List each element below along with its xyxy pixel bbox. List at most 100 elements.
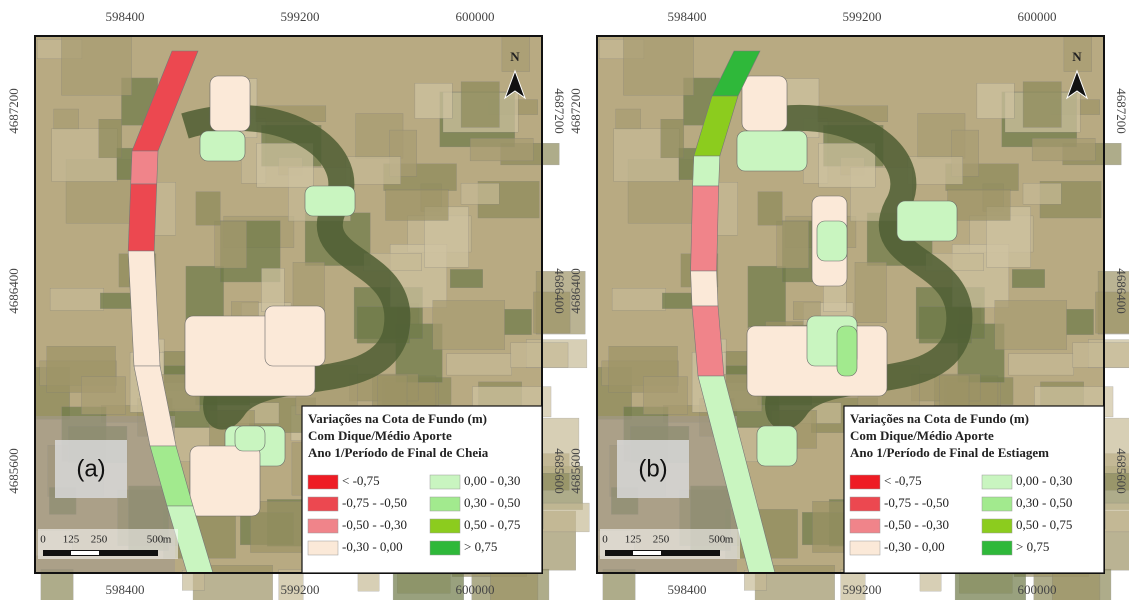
legend-label: 0,50 - 0,75: [1016, 517, 1072, 532]
field: [511, 343, 568, 368]
x-tick-label: 599200: [281, 9, 320, 24]
legend-swatch: [850, 475, 880, 489]
field: [50, 288, 104, 310]
legend-label: < -0,75: [884, 473, 922, 488]
legend-label: -0,30 - 0,00: [342, 539, 403, 554]
field: [612, 288, 666, 310]
zone: [742, 76, 787, 131]
field: [1066, 309, 1093, 335]
strip-segment: [131, 151, 158, 184]
legend-swatch: [430, 519, 460, 533]
field: [748, 266, 786, 328]
scale-label: 250: [653, 534, 670, 546]
legend-swatch: [430, 541, 460, 555]
strip-segment: [128, 251, 160, 366]
map-panel: 5984005984005992005992006000006000004687…: [568, 9, 1129, 600]
field: [855, 262, 887, 322]
legend-title: Ano 1/Período de Final de Cheia: [308, 445, 489, 460]
scale-label: 250: [91, 534, 108, 546]
field: [257, 143, 313, 187]
field: [461, 183, 499, 204]
scale-label: 125: [63, 534, 80, 546]
field: [54, 109, 79, 129]
legend-swatch: [430, 475, 460, 489]
legend-label: > 0,75: [1016, 539, 1049, 554]
scale-label: 0: [602, 534, 608, 546]
scale-label: 500: [709, 534, 726, 546]
x-tick-label: 599200: [843, 9, 882, 24]
field: [433, 300, 505, 349]
y-tick-label: 4685600: [6, 448, 21, 494]
x-tick-label: 600000: [456, 9, 495, 24]
field: [1009, 354, 1074, 375]
zone: [305, 186, 355, 216]
scale-bar-mid: [633, 551, 661, 555]
legend-swatch: [982, 541, 1012, 555]
panel-label: (a): [76, 455, 105, 482]
zone: [817, 221, 847, 261]
field: [261, 268, 284, 311]
field: [470, 138, 533, 161]
field: [623, 37, 693, 95]
legend-swatch: [308, 519, 338, 533]
strip-segment: [692, 306, 724, 376]
field: [603, 569, 635, 600]
legend-label: < -0,75: [342, 473, 380, 488]
legend-label: -0,75 - -0,50: [342, 495, 407, 510]
x-tick-label: 600000: [1018, 582, 1057, 597]
legend-label: > 0,75: [464, 539, 497, 554]
strip-segment: [691, 186, 719, 271]
field: [415, 83, 452, 118]
y-tick-label: 4686400: [1114, 268, 1129, 314]
legend-label: -0,30 - 0,00: [884, 539, 945, 554]
zone: [265, 306, 325, 366]
field: [643, 377, 687, 415]
field: [1023, 82, 1061, 128]
legend-title: Ano 1/Período de Final de Estiagem: [850, 445, 1049, 460]
legend-swatch: [850, 541, 880, 555]
field: [215, 221, 247, 268]
legend-label: 0,00 - 0,30: [1016, 473, 1072, 488]
strip-segment: [691, 271, 718, 306]
field: [61, 37, 131, 95]
legend-title: Com Dique/Médio Aporte: [850, 428, 994, 443]
x-tick-label: 600000: [1018, 9, 1057, 24]
legend-label: 0,30 - 0,50: [464, 495, 520, 510]
scale-bar: [605, 550, 720, 556]
legend-title: Com Dique/Médio Aporte: [308, 428, 452, 443]
field: [41, 569, 73, 600]
field: [819, 143, 875, 187]
legend-title: Variações na Cota de Fundo (m): [308, 411, 487, 426]
strip-segment: [128, 184, 157, 251]
scale-bar-mid: [71, 551, 99, 555]
scale-label: 500: [147, 534, 164, 546]
x-tick-label: 599200: [843, 582, 882, 597]
legend-swatch: [982, 497, 1012, 511]
x-tick-label: 600000: [456, 582, 495, 597]
north-label: N: [1072, 49, 1082, 64]
north-label: N: [510, 49, 520, 64]
field: [1073, 343, 1129, 368]
zone: [210, 76, 250, 131]
y-tick-label: 4685600: [552, 448, 567, 494]
y-tick-label: 4686400: [568, 268, 583, 314]
legend-label: -0,50 - -0,30: [342, 517, 407, 532]
field: [504, 309, 531, 335]
legend-label: -0,50 - -0,30: [884, 517, 949, 532]
y-tick-label: 4686400: [552, 268, 567, 314]
zone: [235, 426, 265, 451]
x-tick-label: 598400: [668, 9, 707, 24]
y-tick-label: 4687200: [6, 88, 21, 134]
y-tick-label: 4685600: [1114, 448, 1129, 494]
legend-label: 0,00 - 0,30: [464, 473, 520, 488]
panel-label: (b): [638, 455, 667, 482]
x-tick-label: 598400: [106, 582, 145, 597]
map-panel: 5984005984005992005992006000006000004687…: [6, 9, 589, 600]
legend-swatch: [982, 519, 1012, 533]
y-tick-label: 4686400: [6, 268, 21, 314]
legend-swatch: [308, 541, 338, 555]
field: [661, 119, 684, 158]
legend-label: 0,50 - 0,75: [464, 517, 520, 532]
field: [447, 354, 512, 375]
field: [1032, 138, 1095, 161]
